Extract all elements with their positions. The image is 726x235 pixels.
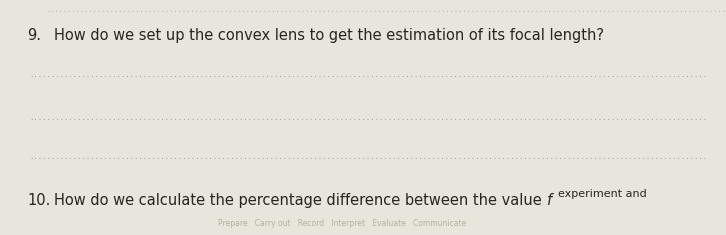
- Text: f: f: [547, 193, 552, 208]
- Text: ................................................................................: ........................................…: [29, 154, 707, 161]
- Text: ................................................................................: ........................................…: [29, 114, 707, 121]
- Text: 9.: 9.: [28, 28, 41, 43]
- Text: ................................................................................: ........................................…: [29, 72, 707, 78]
- Text: Prepare   Carry out   Record   Interpret   Evaluate   Communicate: Prepare Carry out Record Interpret Evalu…: [218, 219, 466, 228]
- Text: How do we set up the convex lens to get the estimation of its focal length?: How do we set up the convex lens to get …: [54, 28, 605, 43]
- Text: ................................................................................: ........................................…: [46, 7, 726, 13]
- Text: experiment and: experiment and: [558, 189, 646, 199]
- Text: How do we calculate the percentage difference between the value: How do we calculate the percentage diffe…: [54, 193, 547, 208]
- Text: 10.: 10.: [28, 193, 51, 208]
